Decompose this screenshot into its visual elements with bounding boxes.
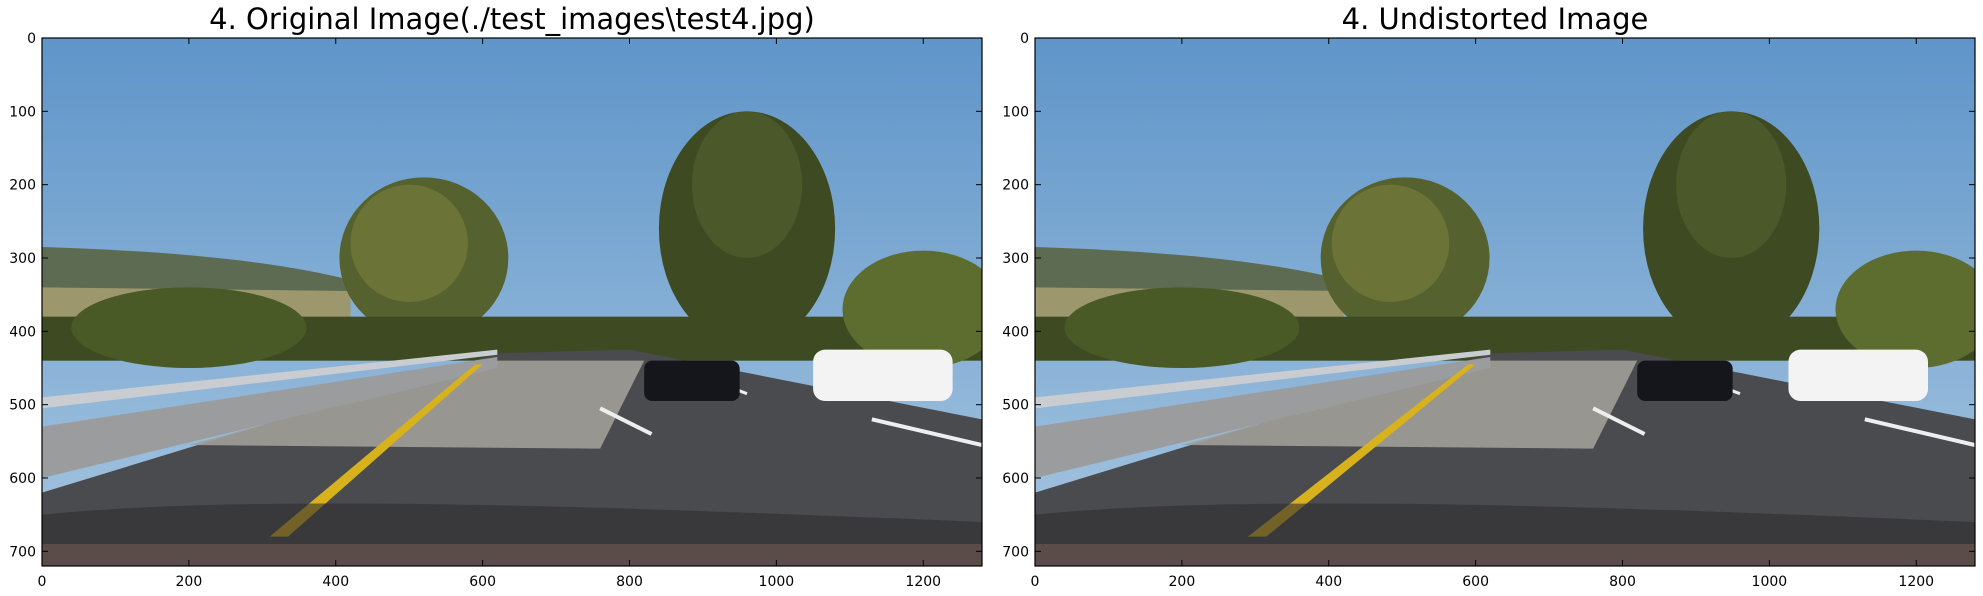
y-tick-label: 500 [9, 398, 36, 414]
image-axes: 0 200 400 600 800 1000 1200 0 100 200 300 400 500 600… [1002, 31, 1976, 590]
hood [1035, 544, 1975, 566]
x-tick-label: 800 [1609, 574, 1636, 590]
x-tick-label: 1000 [759, 574, 795, 590]
x-tick-label: 200 [1169, 574, 1196, 590]
road-photo [42, 38, 982, 566]
image-axes: 0 200 400 600 800 1000 1200 0 100 200 300 400 500 600… [9, 31, 983, 590]
y-tick-label: 0 [1020, 31, 1029, 47]
y-tick-label: 100 [1002, 104, 1029, 120]
panel-title: 4. Original Image(./test_images\test4.jp… [209, 2, 815, 36]
y-tick-label: 300 [9, 251, 36, 267]
barrier [42, 357, 498, 478]
x-tick-label: 400 [322, 574, 349, 590]
x-tick-label: 1000 [1752, 574, 1788, 590]
x-tick-label: 1200 [905, 574, 941, 590]
x-tick-label: 400 [1315, 574, 1342, 590]
y-tick-label: 600 [9, 471, 36, 487]
x-tick-label: 0 [1031, 574, 1040, 590]
panel-title: 4. Undistorted Image [1341, 2, 1649, 36]
panel-undistorted: 4. Undistorted Image 0 200 400 600 800 1000 12… [993, 0, 1983, 596]
road-photo [1035, 38, 1975, 566]
y-tick-label: 200 [1002, 178, 1029, 194]
barrier [1035, 357, 1491, 478]
car [813, 349, 953, 401]
car [644, 360, 740, 401]
y-tick-label: 700 [1002, 544, 1029, 560]
car [1788, 349, 1928, 401]
y-tick-label: 300 [1002, 251, 1029, 267]
x-tick-label: 200 [176, 574, 203, 590]
x-tick-label: 0 [38, 574, 47, 590]
hood [42, 544, 982, 566]
y-tick-label: 200 [9, 178, 36, 194]
x-tick-label: 600 [469, 574, 496, 590]
x-tick-label: 800 [616, 574, 643, 590]
axes-frame [1034, 37, 1976, 567]
y-tick-label: 400 [9, 324, 36, 340]
x-tick-label: 600 [1462, 574, 1489, 590]
y-tick-label: 600 [1002, 471, 1029, 487]
y-tick-label: 700 [9, 544, 36, 560]
y-tick-label: 0 [27, 31, 36, 47]
y-tick-label: 400 [1002, 324, 1029, 340]
panel-original: 4. Original Image(./test_images\test4.jp… [0, 0, 990, 596]
y-tick-label: 500 [1002, 398, 1029, 414]
car [1637, 360, 1733, 401]
lane-line [1247, 364, 1476, 537]
y-tick-label: 100 [9, 104, 36, 120]
x-tick-label: 1200 [1898, 574, 1934, 590]
axes-frame [41, 37, 983, 567]
lane-line [269, 364, 483, 537]
